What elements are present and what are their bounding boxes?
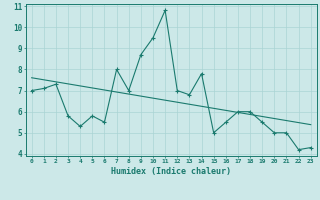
X-axis label: Humidex (Indice chaleur): Humidex (Indice chaleur) [111,167,231,176]
